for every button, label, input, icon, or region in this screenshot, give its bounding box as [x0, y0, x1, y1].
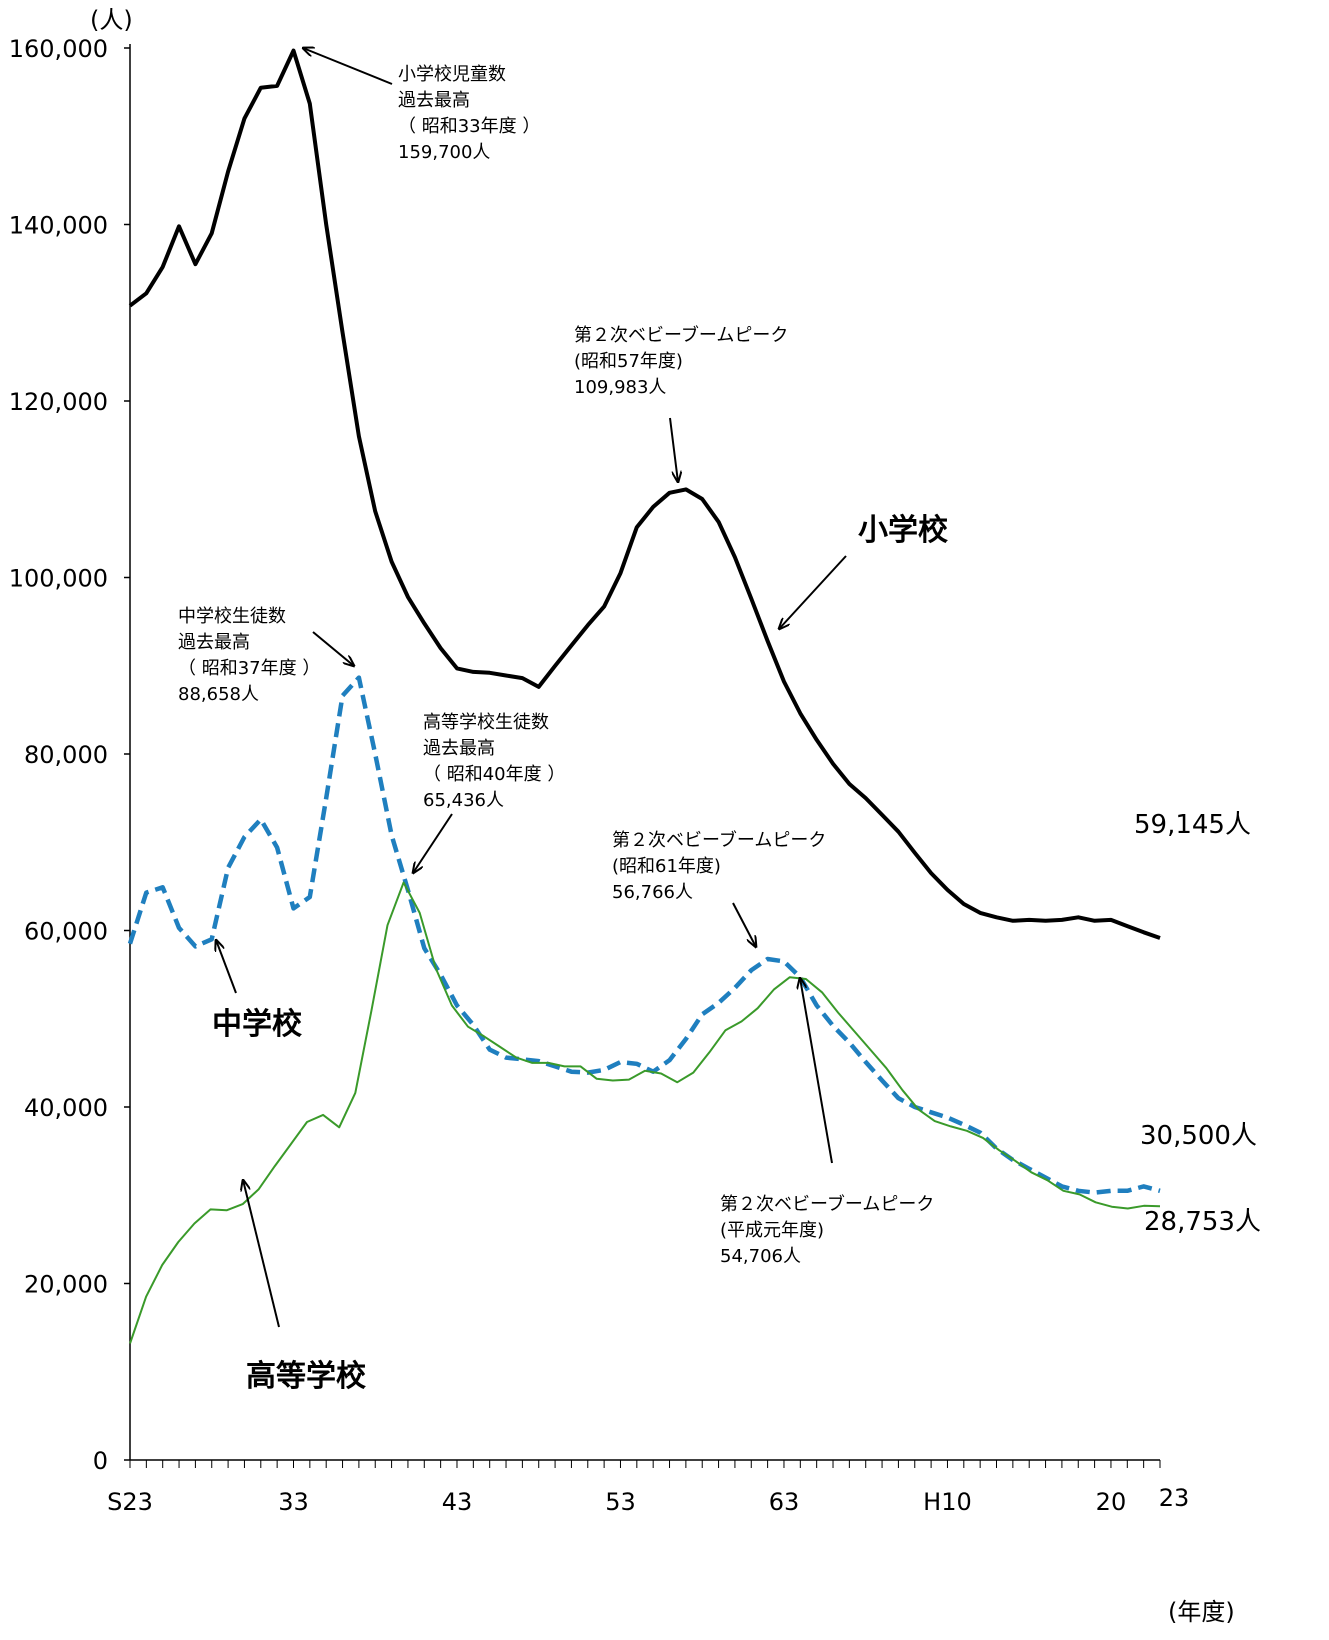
annotation-line: 第２次ベビーブームピーク	[612, 829, 826, 851]
annotation-line: 65,436人	[423, 790, 504, 811]
y-tick-label: 100,000	[9, 565, 108, 593]
annotation-arrow	[413, 813, 453, 873]
x-tick-label: 63	[769, 1488, 800, 1516]
annotation-line: 第２次ベビーブームピーク	[574, 324, 788, 346]
y-tick-label: 60,000	[24, 918, 108, 946]
annotation-line: 過去最高	[423, 738, 495, 759]
annotation-arrow	[800, 978, 833, 1164]
series-label-arrow	[243, 1180, 280, 1328]
x-tick-label: 20	[1096, 1488, 1127, 1516]
x-tick-label: H10	[923, 1488, 972, 1516]
annotation-arrow	[312, 631, 354, 666]
annotation-line: （ 昭和40年度 ）	[423, 764, 565, 785]
annotation-line: 109,983人	[574, 377, 666, 398]
annotation-line: (平成元年度)	[720, 1220, 824, 1241]
end-label-high: 28,753人	[1144, 1207, 1261, 1237]
series-line-2	[129, 881, 1161, 1344]
series-label-arrow	[779, 555, 847, 629]
annotation-line: 中学校生徒数	[178, 606, 286, 627]
annotation-high-boom: 第２次ベビーブームピーク (平成元年度) 54,706人	[720, 1193, 934, 1267]
annotation-line: （ 昭和37年度 ）	[178, 658, 320, 679]
annotation-line: 54,706人	[720, 1246, 801, 1267]
series-label-high: 高等学校	[246, 1359, 366, 1394]
annotation-junior-peak: 中学校生徒数 過去最高 （ 昭和37年度 ） 88,658人	[178, 606, 320, 705]
annotation-line: 高等学校生徒数	[423, 712, 549, 733]
annotation-elementary-boom: 第２次ベビーブームピーク (昭和57年度) 109,983人	[574, 324, 788, 398]
annotation-arrow	[732, 902, 756, 947]
annotation-line: (昭和57年度)	[574, 351, 683, 372]
annotation-line: 過去最高	[398, 90, 470, 111]
end-label-elementary: 59,145人	[1134, 810, 1251, 840]
y-tick-label: 120,000	[9, 388, 108, 416]
y-tick-label: 20,000	[24, 1271, 108, 1299]
x-tick-label: S23	[107, 1488, 153, 1516]
y-tick-label: 160,000	[9, 35, 108, 63]
x-tick-label: 53	[605, 1488, 636, 1516]
annotation-line: 過去最高	[178, 632, 250, 653]
end-label-junior: 30,500人	[1140, 1121, 1257, 1151]
series-label-elementary: 小学校	[858, 513, 948, 548]
annotation-elementary-peak: 小学校児童数 過去最高 （ 昭和33年度 ） 159,700人	[398, 64, 540, 163]
x-tick-label: 33	[278, 1488, 309, 1516]
y-tick-label: 80,000	[24, 741, 108, 769]
series-label-junior: 中学校	[212, 1007, 302, 1042]
annotation-line: 159,700人	[398, 142, 490, 163]
x-tick-label: 43	[442, 1488, 473, 1516]
y-unit-label: (人)	[90, 6, 133, 34]
y-tick-label: 140,000	[9, 212, 108, 240]
annotation-line: (昭和61年度)	[612, 856, 721, 877]
annotation-line: （ 昭和33年度 ）	[398, 116, 540, 137]
x-axis-ticks: S23 33 43 53 63 H10 20 23	[107, 1460, 1189, 1516]
y-tick-label: 0	[93, 1447, 108, 1475]
annotation-line: 88,658人	[178, 684, 259, 705]
series-label-arrow	[216, 940, 237, 994]
annotation-line: 56,766人	[612, 882, 693, 903]
annotation-line: 第２次ベビーブームピーク	[720, 1193, 934, 1215]
axes	[129, 44, 1160, 1461]
annotation-arrow	[303, 48, 393, 85]
series-line-1	[127, 675, 1161, 1195]
annotation-junior-boom: 第２次ベビーブームピーク (昭和61年度) 56,766人	[612, 829, 826, 903]
x-tick-label: 23	[1159, 1484, 1190, 1512]
series-line-0	[128, 48, 1161, 940]
annotation-high-peak: 高等学校生徒数 過去最高 （ 昭和40年度 ） 65,436人	[423, 712, 565, 811]
y-axis-ticks: 0 20,000 40,000 60,000 80,000 100,000 120,000 1…	[9, 35, 130, 1475]
annotation-line: 小学校児童数	[398, 64, 506, 85]
series-lines	[127, 48, 1161, 1344]
y-tick-label: 40,000	[24, 1094, 108, 1122]
annotation-arrow	[669, 417, 678, 482]
x-unit-label: (年度)	[1168, 1598, 1235, 1626]
